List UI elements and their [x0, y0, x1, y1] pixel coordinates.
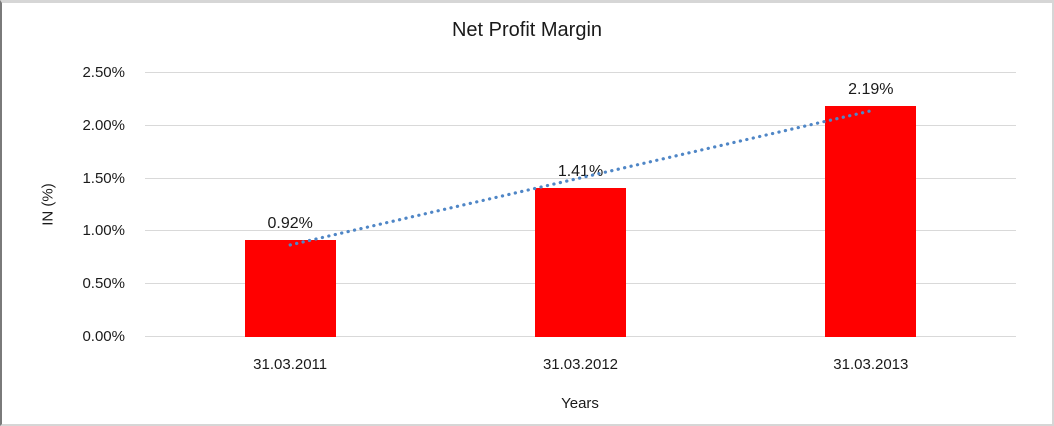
bar-value-label: 2.19%: [848, 80, 894, 98]
y-tick-label: 0.00%: [82, 328, 125, 345]
chart-title: Net Profit Margin: [451, 19, 603, 41]
y-tick-label: 2.50%: [82, 64, 125, 81]
x-tick-label: 31.03.2012: [542, 356, 619, 373]
bar-31.03.2011: [244, 239, 336, 337]
trendline: [288, 109, 873, 247]
y-tick-label: 1.50%: [82, 169, 125, 187]
y-tick-label: 0.50%: [82, 275, 125, 293]
bar-31.03.2012: [535, 188, 626, 337]
y-tick-label: 1.00%: [82, 222, 125, 240]
bar-value-label: 0.92%: [267, 214, 313, 232]
plot-area: 0.92% 1.41% 2.19%: [145, 72, 1016, 337]
x-tick-label: 31.03.2013: [833, 356, 909, 373]
y-tick-label: 2.00%: [82, 116, 125, 134]
gridline: [145, 124, 1016, 126]
bar-31.03.2013: [825, 105, 917, 337]
x-axis-label: Years: [561, 395, 599, 412]
x-tick-label: 31.03.2011: [253, 356, 328, 373]
trendline-layer: [288, 109, 873, 247]
y-axis-label: IN (%): [39, 183, 57, 226]
gridline: [145, 72, 1016, 73]
